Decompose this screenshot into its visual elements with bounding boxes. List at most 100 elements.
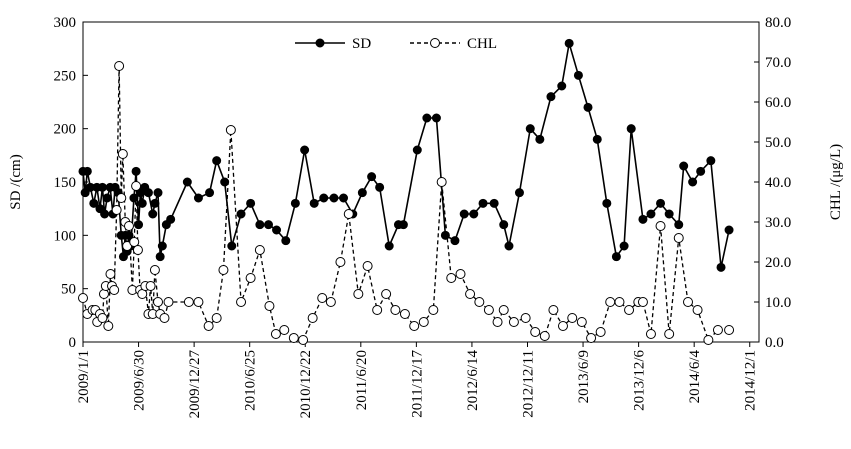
chl-point [399, 309, 410, 319]
sd-point [573, 70, 583, 80]
chl-point [548, 305, 559, 315]
sd-point [696, 166, 706, 176]
chl-point [418, 317, 429, 327]
chl-point [109, 285, 120, 295]
chl-point [105, 269, 116, 279]
right-axis-ticks: 0.0 10.0 20.0 30.0 40.0 50.0 60.0 70.0 80.0 [754, 15, 791, 351]
sd-point [134, 220, 144, 230]
series-chl [78, 61, 735, 345]
y-right-tick-label: 50.0 [765, 135, 791, 151]
x-tick-label: 2010/6/25 [243, 350, 259, 411]
sd-point [102, 193, 112, 203]
chl-point [474, 297, 485, 307]
sd-point [504, 241, 514, 251]
chl-point [372, 305, 383, 315]
x-tick-label: 2009/6/30 [132, 350, 148, 411]
sd-point [89, 198, 99, 208]
chl-point [624, 305, 635, 315]
sd-point [166, 214, 176, 224]
chl-point [409, 321, 420, 331]
sd-point [319, 193, 329, 203]
sd-point [440, 230, 450, 240]
y-right-tick-label: 30.0 [765, 215, 791, 231]
chl-point [97, 313, 108, 323]
sd-line [82, 43, 730, 268]
chl-point [325, 297, 336, 307]
chl-point [211, 313, 222, 323]
sd-point [246, 198, 256, 208]
sd-point [459, 209, 469, 219]
x-tick-label: 2013/6/9 [576, 350, 592, 403]
sd-point [688, 177, 698, 187]
chl-point [245, 273, 256, 283]
chl-point [595, 327, 606, 337]
chl-point [353, 289, 364, 299]
chl-point [335, 257, 346, 267]
sd-point [664, 209, 674, 219]
x-tick-label: 2012/12/11 [520, 350, 536, 418]
chl-point [362, 261, 373, 271]
sd-point [450, 236, 460, 246]
sd-point [281, 236, 291, 246]
chl-point [605, 297, 616, 307]
legend-sd-label: SD [352, 36, 371, 52]
chl-point [637, 297, 648, 307]
chl-point [78, 293, 88, 303]
sd-point [227, 241, 237, 251]
sd-point [182, 177, 192, 187]
x-axis-ticks: 2009/1/1 2009/6/30 2009/12/27 2010/6/25 2010… [76, 342, 759, 418]
y-left-tick-label: 100 [54, 228, 77, 244]
y-right-tick-label: 10.0 [765, 295, 791, 311]
chl-point [724, 325, 735, 335]
sd-point [153, 188, 163, 198]
sd-point [679, 161, 689, 171]
sd-point [626, 124, 636, 134]
sd-point [638, 214, 648, 224]
legend-chl-label: CHL [467, 36, 497, 52]
sd-point [489, 198, 499, 208]
chl-point [145, 281, 156, 291]
sd-point [97, 182, 107, 192]
sd-point [193, 193, 203, 203]
chl-point [645, 329, 656, 339]
chl-point [673, 233, 684, 243]
chl-point [614, 297, 625, 307]
sd-point [412, 145, 422, 155]
chl-point [103, 321, 114, 331]
chl-point [492, 317, 503, 327]
sd-point [525, 124, 535, 134]
chl-point [576, 317, 587, 327]
chl-point [446, 273, 457, 283]
y-left-tick-label: 0 [69, 335, 77, 351]
x-tick-label: 2014/6/4 [687, 350, 703, 404]
chl-point [218, 265, 229, 275]
y-left-tick-label: 300 [54, 15, 77, 31]
y-left-axis-label: SD /(cm) [8, 154, 24, 209]
chl-point [539, 331, 550, 341]
chl-point [520, 313, 531, 323]
chl-line [82, 65, 730, 342]
sd-point [205, 188, 215, 198]
sd-point [724, 225, 734, 235]
x-tick-label: 2013/12/6 [632, 350, 648, 411]
sd-point [546, 92, 556, 102]
sd-point [100, 209, 110, 219]
sd-point [469, 209, 479, 219]
chl-point [149, 265, 160, 275]
sd-point [264, 220, 274, 230]
y-right-tick-label: 20.0 [765, 255, 791, 271]
sd-point [716, 262, 726, 272]
sd-point [212, 156, 222, 166]
sd-point [611, 252, 621, 262]
sd-point [290, 198, 300, 208]
chl-point [530, 327, 541, 337]
chl-point [508, 317, 519, 327]
chl-point [664, 329, 675, 339]
chl-point [436, 177, 447, 187]
sd-point [148, 209, 158, 219]
sd-point [357, 188, 367, 198]
y-left-tick-label: 250 [54, 68, 77, 84]
x-tick-label: 2009/12/27 [187, 350, 203, 419]
sd-point [602, 198, 612, 208]
